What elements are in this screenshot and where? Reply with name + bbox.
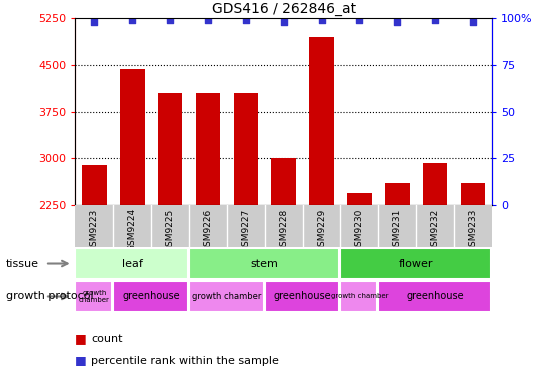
- Point: [241, 17, 250, 23]
- Text: count: count: [91, 333, 122, 344]
- Text: GSM9229: GSM9229: [317, 208, 326, 251]
- Text: ■: ■: [75, 332, 91, 345]
- Text: GSM9232: GSM9232: [430, 208, 439, 251]
- Point: [430, 17, 439, 23]
- Bar: [196, 93, 220, 205]
- Bar: [120, 69, 145, 205]
- Text: GSM9223: GSM9223: [90, 208, 99, 251]
- Text: greenhouse: greenhouse: [406, 291, 464, 302]
- Text: growth chamber: growth chamber: [192, 292, 262, 301]
- Point: [393, 19, 402, 25]
- Point: [355, 17, 364, 23]
- Text: ■: ■: [75, 354, 91, 366]
- Bar: [189, 248, 339, 279]
- Text: growth chamber: growth chamber: [331, 294, 388, 299]
- Bar: [75, 248, 188, 279]
- Text: GSM9225: GSM9225: [165, 208, 174, 251]
- Text: GSM9226: GSM9226: [203, 208, 212, 251]
- Bar: [378, 281, 491, 312]
- Point: [203, 17, 212, 23]
- Text: percentile rank within the sample: percentile rank within the sample: [91, 355, 279, 366]
- Text: flower: flower: [399, 258, 433, 269]
- Text: GSM9224: GSM9224: [128, 208, 137, 251]
- Bar: [265, 281, 339, 312]
- Bar: [347, 193, 372, 205]
- Point: [90, 19, 99, 25]
- Bar: [423, 163, 447, 205]
- Text: GSM9233: GSM9233: [468, 208, 477, 252]
- Text: growth protocol: growth protocol: [6, 291, 93, 302]
- Text: growth
chamber: growth chamber: [79, 290, 110, 303]
- Bar: [234, 93, 258, 205]
- Bar: [309, 37, 334, 205]
- Text: stem: stem: [251, 258, 279, 269]
- Text: GSM9228: GSM9228: [279, 208, 288, 251]
- Bar: [75, 281, 112, 312]
- Bar: [189, 281, 263, 312]
- Text: GSM9230: GSM9230: [355, 208, 364, 252]
- Bar: [82, 165, 107, 205]
- Title: GDS416 / 262846_at: GDS416 / 262846_at: [212, 2, 356, 16]
- Point: [165, 17, 174, 23]
- Bar: [461, 183, 485, 205]
- Text: leaf: leaf: [122, 258, 143, 269]
- Text: GSM9231: GSM9231: [393, 208, 402, 252]
- Bar: [113, 281, 188, 312]
- Text: greenhouse: greenhouse: [274, 291, 331, 302]
- Text: tissue: tissue: [6, 258, 39, 269]
- Point: [128, 17, 137, 23]
- Bar: [340, 248, 491, 279]
- Bar: [158, 93, 182, 205]
- Bar: [385, 183, 410, 205]
- Bar: [271, 158, 296, 205]
- Point: [468, 19, 477, 25]
- Bar: [340, 281, 377, 312]
- Text: GSM9227: GSM9227: [241, 208, 250, 251]
- Text: greenhouse: greenhouse: [122, 291, 180, 302]
- Point: [280, 19, 288, 25]
- Point: [317, 17, 326, 23]
